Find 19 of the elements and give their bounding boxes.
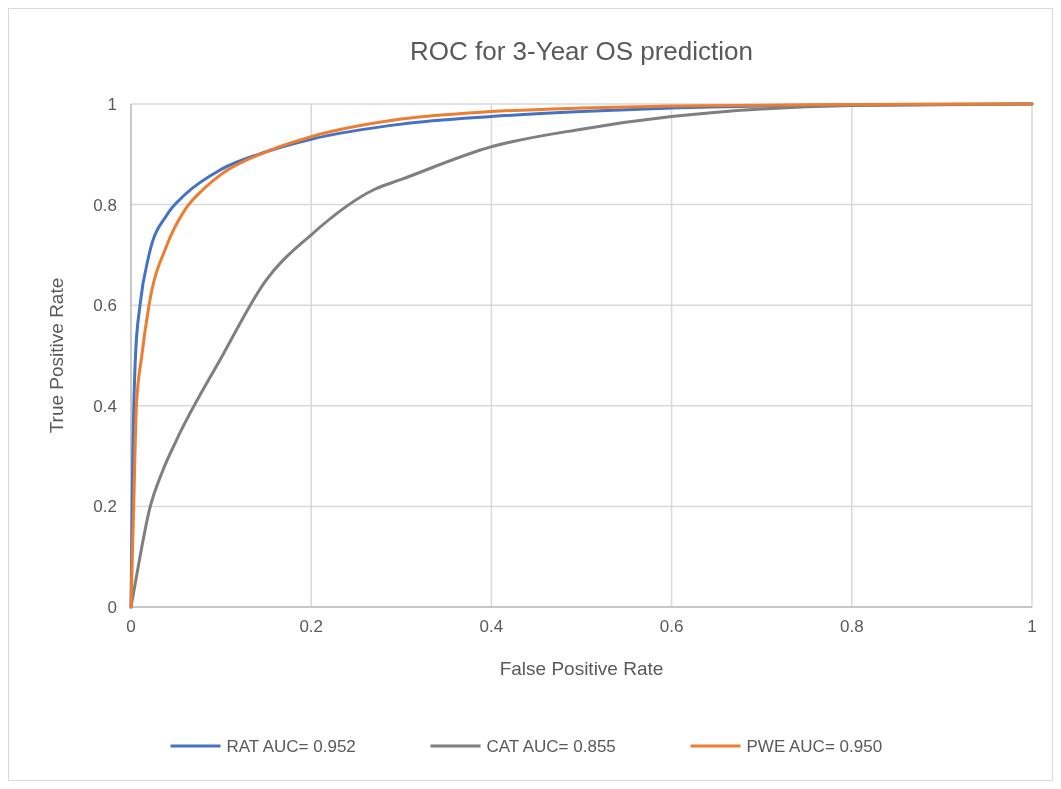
- y-tick-label: 0.8: [93, 195, 117, 215]
- y-tick-label: 0.6: [93, 296, 117, 316]
- x-tick-label: 0.6: [659, 617, 684, 636]
- x-tick-label: 0: [126, 617, 136, 636]
- y-tick-label: 0.2: [93, 497, 117, 517]
- x-tick-label: 1: [1027, 617, 1037, 636]
- y-tick-label: 1: [107, 95, 117, 114]
- x-tick-label: 0.2: [299, 617, 324, 636]
- chart-title: ROC for 3-Year OS prediction: [410, 36, 753, 66]
- legend-label: RAT AUC= 0.952: [226, 737, 356, 756]
- y-axis-title: True Positive Rate: [46, 277, 67, 434]
- x-tick-label: 0.4: [479, 617, 504, 636]
- x-axis-title: False Positive Rate: [499, 658, 664, 679]
- legend-label: PWE AUC= 0.950: [746, 737, 883, 756]
- line-series: [129, 102, 1034, 609]
- x-tick-label: 0.8: [839, 617, 864, 636]
- legend-label: CAT AUC= 0.855: [486, 737, 616, 756]
- y-tick-label: 0: [107, 598, 117, 617]
- y-tick-label: 0.4: [93, 396, 117, 416]
